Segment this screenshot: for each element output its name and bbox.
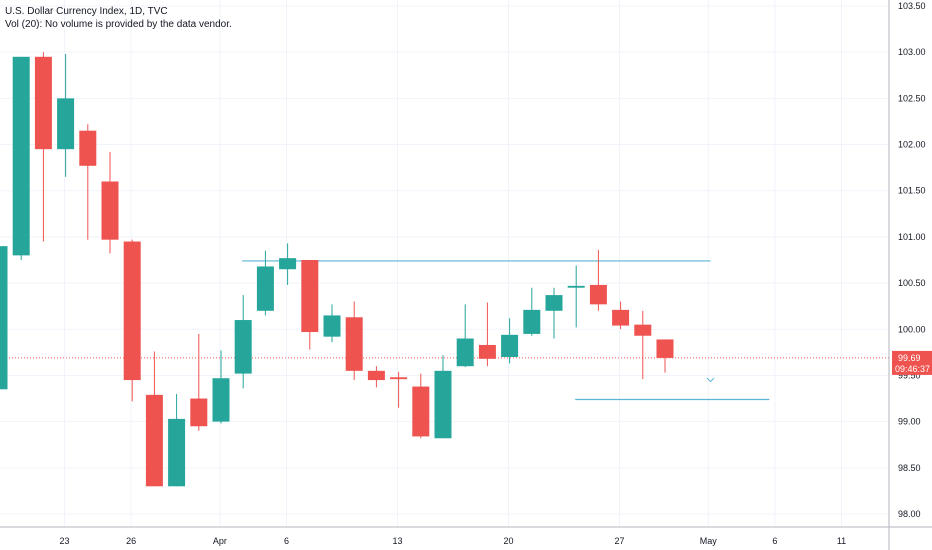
candle[interactable]: [57, 54, 75, 177]
y-tick-label: 101.00: [898, 232, 926, 242]
candle[interactable]: [168, 393, 186, 487]
candle[interactable]: [656, 339, 674, 373]
candle[interactable]: [190, 333, 208, 431]
y-tick-label: 102.00: [898, 140, 926, 150]
candle-body: [212, 378, 230, 422]
candle-body: [589, 284, 607, 305]
candle[interactable]: [434, 355, 452, 439]
candle-body: [234, 320, 252, 374]
candle[interactable]: [79, 124, 97, 240]
candle[interactable]: [123, 239, 141, 402]
y-tick-label: 99.00: [898, 417, 921, 427]
candle[interactable]: [234, 295, 252, 389]
time-axis[interactable]: 23 26 Apr 6 13 20 27 May 6 11: [59, 536, 846, 546]
candle-body: [101, 181, 119, 240]
candle-body: [12, 56, 30, 256]
candle[interactable]: [567, 265, 585, 328]
x-tick-label: Apr: [213, 536, 227, 546]
candle-body: [412, 386, 430, 437]
y-tick-label: 99.50: [898, 370, 921, 380]
y-tick-label: 101.50: [898, 186, 926, 196]
symbol-title[interactable]: U.S. Dollar Currency Index, 1D, TVC: [5, 6, 168, 17]
candle[interactable]: [212, 350, 230, 424]
x-tick-label: 26: [126, 536, 136, 546]
x-tick-label: 20: [503, 536, 513, 546]
candle-body: [567, 285, 585, 288]
candle[interactable]: [612, 301, 630, 330]
candle[interactable]: [256, 250, 274, 316]
chevron-down-icon[interactable]: [706, 377, 715, 383]
candle[interactable]: [301, 260, 319, 350]
x-tick-label: May: [700, 536, 718, 546]
y-tick-label: 103.50: [898, 1, 926, 11]
candle[interactable]: [589, 249, 607, 311]
candle-body: [57, 98, 75, 150]
x-tick-label: 13: [392, 536, 402, 546]
chart-legend: U.S. Dollar Currency Index, 1D, TVC Vol …: [5, 5, 232, 31]
y-tick-label: 100.50: [898, 278, 926, 288]
candle[interactable]: [345, 301, 363, 381]
candle-body: [79, 130, 97, 166]
y-tick-label: 98.50: [898, 463, 921, 473]
candle[interactable]: [523, 287, 541, 336]
y-tick-label: 103.00: [898, 47, 926, 57]
candle-body: [256, 266, 274, 311]
candle[interactable]: [367, 366, 385, 388]
y-tick-label: 100.00: [898, 324, 926, 334]
candle[interactable]: [545, 287, 563, 339]
x-tick-label: 6: [284, 536, 289, 546]
candle-series: [0, 52, 674, 487]
x-tick-label: 27: [614, 536, 624, 546]
candle[interactable]: [412, 373, 430, 439]
candle[interactable]: [323, 304, 341, 343]
candle-body: [656, 339, 674, 358]
candle[interactable]: [0, 168, 8, 408]
current-price-tag: 99.69 09:46:37: [892, 350, 932, 375]
candle[interactable]: [34, 52, 52, 242]
y-tick-label: 98.00: [898, 509, 921, 519]
volume-note: Vol (20): No volume is provided by the d…: [5, 19, 232, 30]
candle-body: [145, 394, 163, 487]
candle-body: [612, 309, 630, 326]
candle-body: [323, 315, 341, 337]
candle-body: [0, 246, 8, 390]
x-tick-label: 6: [772, 536, 777, 546]
candle-body: [190, 398, 208, 427]
candle[interactable]: [390, 371, 408, 408]
price-tag-background: [892, 350, 932, 375]
x-tick-label: 11: [837, 536, 846, 546]
candle[interactable]: [478, 302, 496, 367]
price-axis[interactable]: 103.50 103.00 102.50 102.00 101.50 101.00 100.…: [898, 1, 926, 519]
y-tick-label: 102.50: [898, 93, 926, 103]
candle-body: [634, 324, 652, 336]
candle-body: [434, 370, 452, 439]
candle-body: [390, 377, 408, 380]
horizontal-lines: [242, 260, 770, 401]
candle-body: [345, 317, 363, 371]
candle[interactable]: [279, 243, 297, 285]
candle-body: [279, 258, 297, 270]
candle[interactable]: [145, 351, 163, 487]
candle-body: [478, 344, 496, 359]
candle-body: [34, 56, 52, 150]
candle-body: [123, 241, 141, 381]
candle-body: [301, 260, 319, 333]
x-tick-label: 23: [59, 536, 69, 546]
price-tag-countdown: 09:46:37: [895, 364, 930, 374]
candle[interactable]: [501, 318, 519, 364]
candle[interactable]: [456, 304, 474, 368]
candle[interactable]: [634, 310, 652, 380]
candle-body: [545, 295, 563, 311]
price-tag-value: 99.69: [898, 353, 921, 363]
candle-body: [523, 309, 541, 334]
candle-body: [367, 370, 385, 381]
candle-body: [456, 338, 474, 367]
candle-body: [168, 418, 186, 487]
candle-body: [501, 334, 519, 357]
candle[interactable]: [101, 151, 119, 254]
candle[interactable]: [12, 56, 30, 260]
